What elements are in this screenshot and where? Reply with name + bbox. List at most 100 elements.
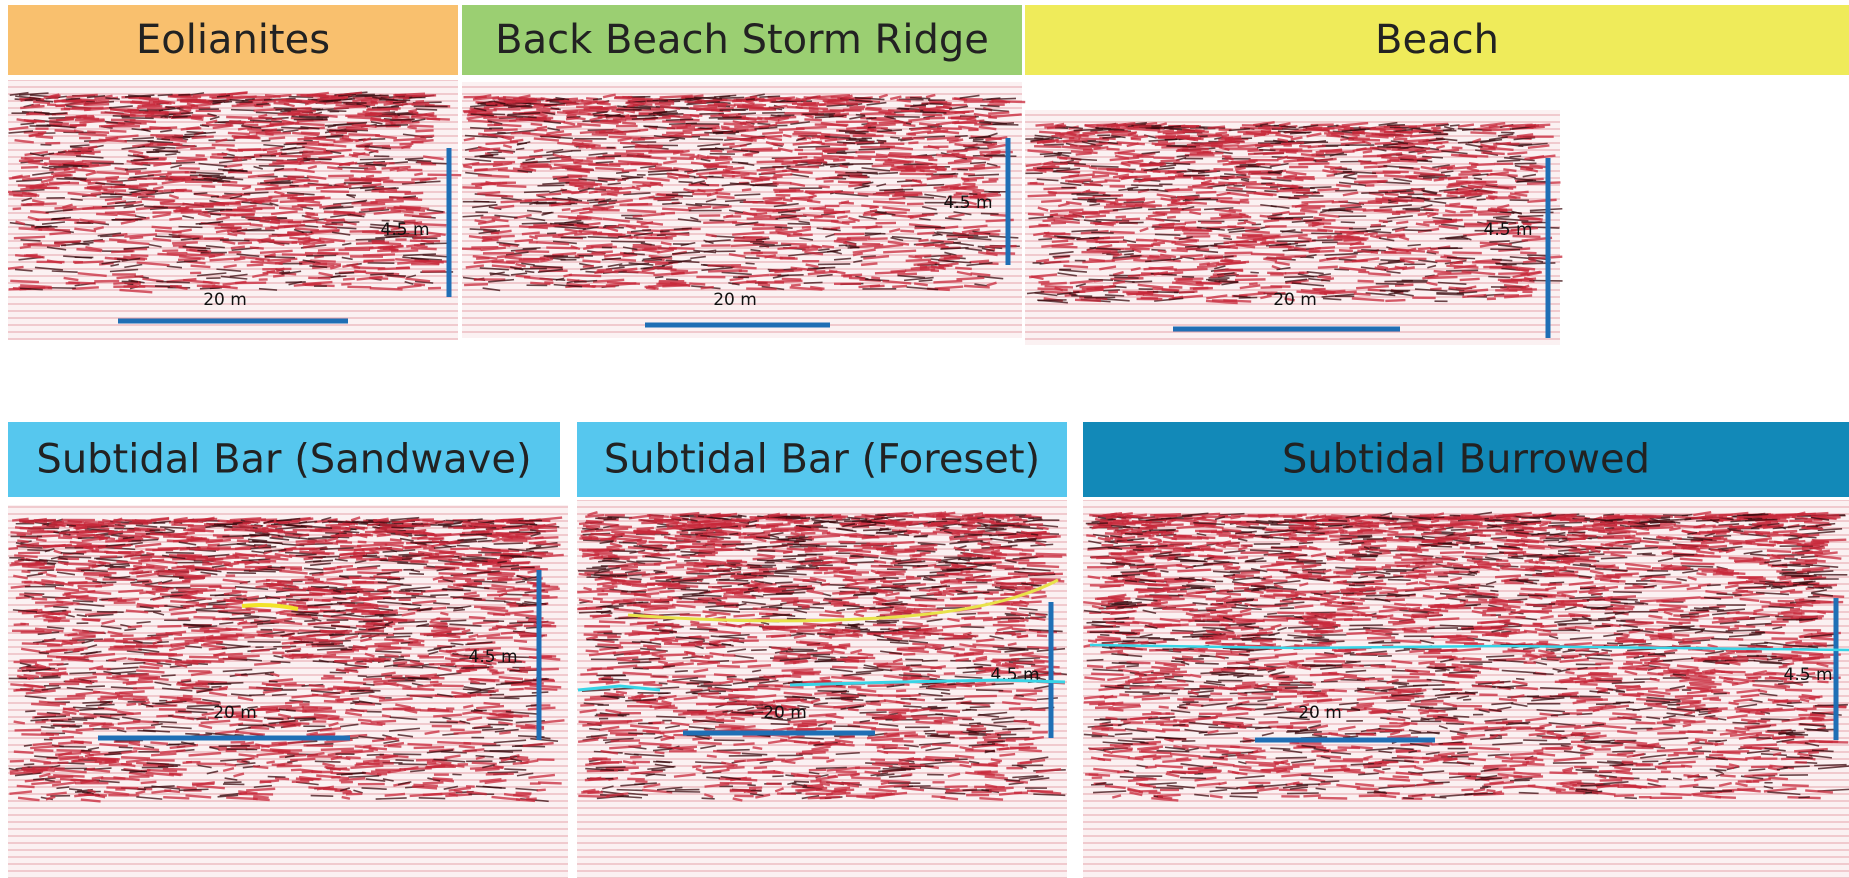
reflector (866, 118, 876, 119)
reflector (1041, 201, 1062, 202)
reflector (1361, 192, 1388, 193)
reflector (1038, 225, 1050, 226)
reflector (627, 210, 656, 212)
reflector (205, 209, 232, 210)
reflector (788, 224, 811, 225)
reflector (230, 100, 245, 101)
reflector (557, 179, 579, 181)
reflector (595, 188, 618, 189)
reflector (176, 190, 192, 191)
reflector (905, 269, 935, 270)
reflector (956, 278, 984, 280)
reflector (1514, 192, 1528, 193)
reflector (49, 232, 71, 234)
reflector (900, 231, 914, 232)
reflector (462, 187, 482, 188)
reflector (1028, 214, 1044, 215)
reflector (1375, 143, 1392, 144)
reflector (1143, 295, 1174, 297)
reflector (224, 782, 242, 783)
reflector (1349, 138, 1370, 139)
reflector (905, 157, 932, 158)
reflector (342, 797, 350, 799)
reflector (1052, 241, 1068, 242)
reflector (87, 132, 109, 133)
panel: Eolianites20 m4.5 m (8, 5, 461, 340)
reflector (82, 161, 114, 162)
reflector (58, 538, 72, 539)
reflector (480, 226, 509, 228)
reflector (970, 162, 986, 163)
reflector (546, 248, 577, 249)
reflector (981, 213, 999, 214)
reflector (1403, 208, 1421, 209)
reflector (933, 281, 962, 282)
reflector (103, 190, 126, 191)
reflector (582, 261, 600, 262)
reflector (273, 630, 299, 631)
reflector (980, 106, 999, 107)
reflector (180, 107, 192, 108)
reflector (710, 151, 722, 152)
reflector (306, 255, 336, 256)
reflector (170, 162, 195, 163)
reflector (1449, 288, 1463, 289)
reflector (248, 118, 272, 119)
reflector (200, 125, 209, 126)
reflector (356, 243, 389, 244)
reflector (390, 539, 402, 540)
reflector (1489, 210, 1507, 211)
reflector (731, 267, 757, 269)
reflector (836, 153, 847, 154)
reflector (336, 132, 347, 133)
reflector (1142, 165, 1162, 166)
reflector (284, 143, 307, 144)
reflector (703, 222, 737, 223)
reflector (964, 174, 975, 175)
reflector (331, 222, 359, 223)
reflector (783, 135, 791, 137)
reflector (1363, 151, 1372, 152)
reflector (837, 216, 848, 218)
reflector (947, 151, 968, 152)
reflector (1105, 295, 1124, 296)
reflector (782, 279, 801, 280)
reflector (598, 156, 621, 157)
reflector (1134, 126, 1151, 127)
reflector (394, 207, 407, 208)
reflector (28, 245, 60, 246)
reflector (868, 238, 888, 239)
reflector (731, 172, 756, 174)
reflector (1107, 149, 1120, 150)
reflector (27, 570, 54, 571)
reflector (897, 100, 911, 101)
reflector (373, 162, 382, 163)
reflector (177, 158, 206, 160)
reflector (1430, 289, 1441, 290)
reflector (234, 137, 260, 138)
reflector (1323, 227, 1352, 229)
reflector (1229, 210, 1242, 211)
reflector (279, 208, 303, 210)
reflector (522, 223, 547, 224)
reflector (160, 204, 184, 205)
reflector (843, 109, 864, 110)
reflector (1423, 194, 1442, 195)
reflector (359, 166, 375, 167)
reflector (1336, 185, 1351, 187)
panel: Subtidal Bar (Sandwave)20 m4.5 m (8, 422, 568, 878)
reflector (1038, 282, 1049, 283)
reflector (804, 119, 821, 120)
reflector (157, 254, 186, 256)
reflector (699, 113, 724, 114)
reflector (1131, 185, 1163, 186)
reflector (717, 197, 735, 198)
reflector (731, 245, 759, 246)
reflector (190, 148, 215, 149)
reflector (1217, 161, 1228, 162)
reflector (1180, 255, 1203, 257)
reflector (410, 112, 418, 113)
reflector (606, 226, 619, 228)
reflector (409, 125, 433, 126)
reflector (701, 287, 714, 288)
